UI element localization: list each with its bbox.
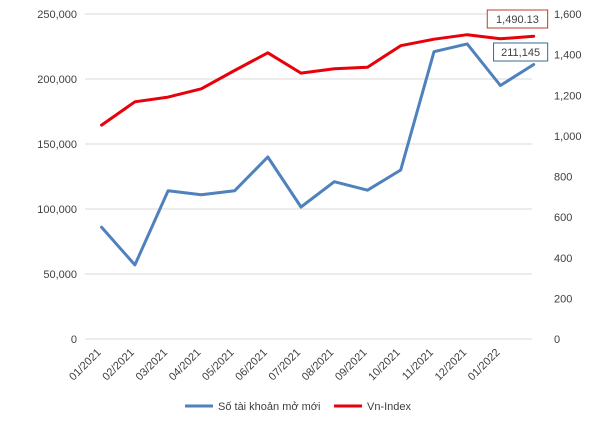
x-tick-label: 01/2021	[67, 347, 104, 384]
y-right-tick-label: 600	[554, 212, 572, 224]
x-tick-label: 01/2022	[466, 347, 503, 384]
vn-index-line	[100, 33, 536, 127]
x-tick-label: 11/2021	[400, 347, 436, 383]
y-left-tick-label: 0	[71, 334, 77, 346]
y-left-tick-label: 50,000	[43, 269, 77, 281]
vn-index-end-label: 1,490.13	[496, 14, 539, 26]
y-left-tick-label: 150,000	[37, 139, 77, 151]
x-tick-label: 02/2021	[100, 347, 137, 384]
y-right-tick-label: 200	[554, 293, 572, 305]
x-tick-label: 09/2021	[333, 347, 370, 384]
x-tick-label: 04/2021	[167, 347, 204, 384]
x-tick-label: 03/2021	[134, 347, 171, 384]
new-accounts-line	[100, 42, 536, 267]
y-right-tick-label: 1,400	[554, 50, 582, 62]
x-tick-label: 05/2021	[200, 347, 237, 384]
y-right-tick-label: 400	[554, 253, 572, 265]
new-accounts-end-label: 211,145	[501, 47, 540, 59]
y-left-tick-label: 200,000	[37, 74, 77, 86]
x-tick-label: 10/2021	[366, 347, 403, 384]
legend-new-accounts-label: Số tài khoản mở mới	[218, 401, 320, 413]
x-tick-label: 07/2021	[267, 347, 304, 384]
vn-index-end-label-box	[486, 9, 549, 29]
y-right-tick-label: 800	[554, 172, 572, 184]
y-right-tick-label: 1,600	[554, 9, 582, 21]
x-tick-label: 08/2021	[300, 347, 337, 384]
new-accounts-end-label-box	[493, 42, 549, 62]
x-tick-label: 12/2021	[433, 347, 470, 384]
x-tick-label: 06/2021	[233, 347, 270, 384]
y-left-tick-label: 250,000	[37, 9, 77, 21]
y-right-tick-label: 0	[554, 334, 560, 346]
y-left-tick-label: 100,000	[37, 204, 77, 216]
legend-vn-index-label: Vn-Index	[367, 401, 412, 413]
y-right-tick-label: 1,000	[554, 131, 582, 143]
y-right-tick-label: 1,200	[554, 90, 582, 102]
